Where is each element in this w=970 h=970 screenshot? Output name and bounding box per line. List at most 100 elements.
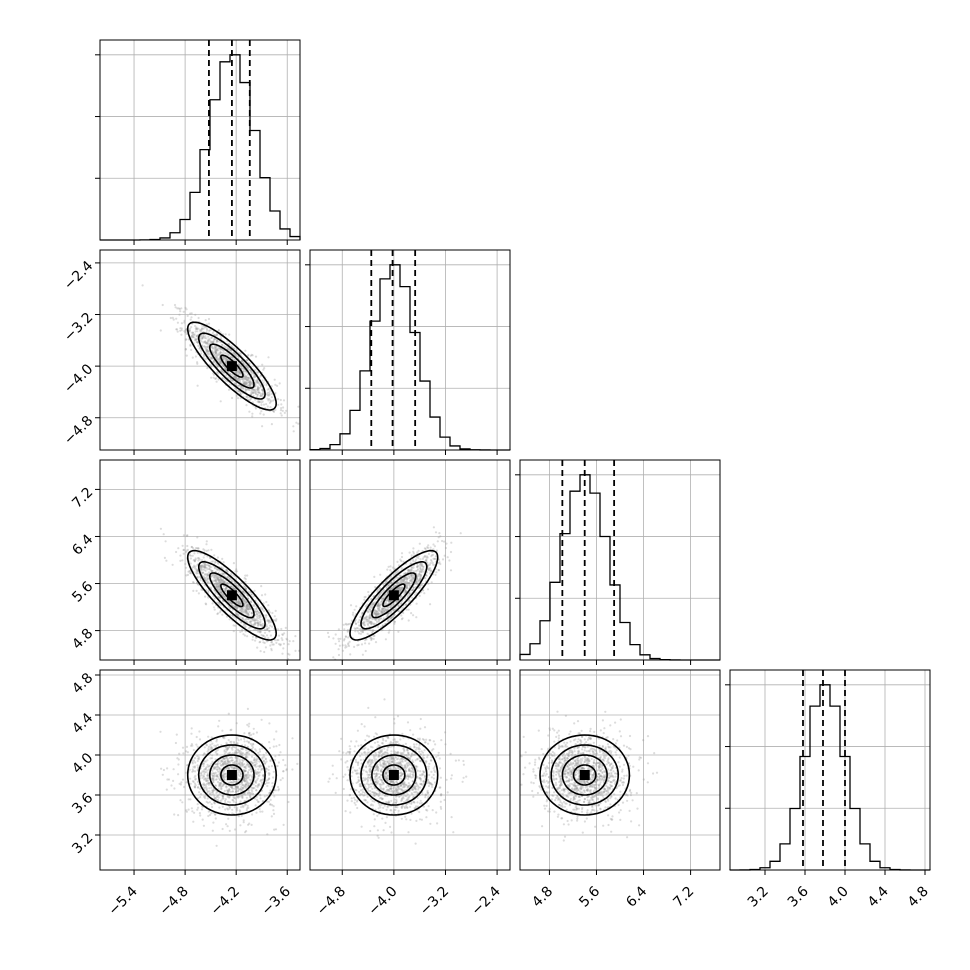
scatter-point xyxy=(208,787,211,790)
scatter-point xyxy=(242,377,246,380)
scatter-point xyxy=(247,608,250,611)
scatter-point xyxy=(351,613,354,616)
scatter-point xyxy=(416,576,419,580)
scatter-point xyxy=(234,570,237,573)
scatter-point xyxy=(256,630,259,633)
scatter-point xyxy=(376,604,379,607)
scatter-point xyxy=(245,610,248,613)
scatter-point xyxy=(208,793,211,796)
scatter-point xyxy=(179,559,182,563)
contour-level xyxy=(197,561,266,630)
scatter-point xyxy=(256,386,259,389)
scatter-point xyxy=(411,589,415,592)
scatter-point xyxy=(418,586,421,589)
scatter-point xyxy=(221,797,224,800)
scatter-point xyxy=(419,574,422,577)
scatter-point xyxy=(201,571,204,574)
scatter-point xyxy=(202,775,205,778)
scatter-point xyxy=(216,794,219,798)
scatter-point xyxy=(244,389,247,392)
scatter-point xyxy=(248,607,251,610)
scatter-point xyxy=(256,610,259,613)
scatter-point xyxy=(218,767,221,770)
scatter-point xyxy=(203,783,206,786)
scatter-point xyxy=(408,582,411,585)
scatter-point xyxy=(277,785,280,789)
scatter-point xyxy=(246,783,249,787)
scatter-point xyxy=(258,764,261,768)
scatter-point xyxy=(224,346,227,349)
scatter-point xyxy=(311,637,313,639)
scatter-point xyxy=(380,610,383,614)
scatter-point xyxy=(245,365,248,368)
scatter-point xyxy=(213,348,216,351)
scatter-point xyxy=(236,795,239,799)
scatter-point xyxy=(277,634,281,637)
scatter-point xyxy=(228,781,231,784)
scatter-point xyxy=(219,351,222,355)
scatter-point xyxy=(256,391,259,394)
scatter-point xyxy=(255,789,258,792)
scatter-point xyxy=(184,331,187,334)
scatter-point xyxy=(250,391,253,394)
scatter-point xyxy=(202,566,205,569)
scatter-point xyxy=(196,384,199,387)
scatter-point xyxy=(200,564,203,568)
scatter-point xyxy=(413,575,416,578)
scatter-point xyxy=(274,391,277,395)
scatter-point xyxy=(237,363,241,366)
scatter-point xyxy=(374,598,377,601)
scatter-point xyxy=(370,623,373,626)
scatter-point xyxy=(230,585,233,588)
scatter-point xyxy=(179,327,182,330)
scatter-point xyxy=(427,567,430,570)
panel-0-0 xyxy=(95,39,301,245)
scatter-point xyxy=(243,769,246,773)
scatter-point xyxy=(217,595,220,598)
scatter-point xyxy=(368,617,371,620)
scatter-point xyxy=(372,629,375,632)
scatter-point xyxy=(334,633,337,636)
scatter-point xyxy=(406,582,409,585)
scatter-point xyxy=(234,371,237,374)
scatter-point xyxy=(373,612,376,615)
scatter-point xyxy=(249,379,252,382)
scatter-point xyxy=(248,362,251,365)
scatter-point xyxy=(370,607,374,610)
scatter-point xyxy=(381,590,384,593)
scatter-point xyxy=(265,782,268,785)
scatter-point xyxy=(202,754,205,757)
scatter-point xyxy=(399,589,402,592)
scatter-point xyxy=(238,751,241,754)
scatter-point xyxy=(250,767,253,771)
scatter-point xyxy=(245,404,248,407)
scatter-point xyxy=(429,546,432,549)
scatter-point xyxy=(214,592,217,595)
scatter-point xyxy=(239,372,242,375)
scatter-point xyxy=(238,373,241,376)
scatter-point xyxy=(400,586,403,590)
scatter-point xyxy=(248,610,251,614)
scatter-point xyxy=(218,773,221,776)
scatter-point xyxy=(371,631,374,634)
scatter-point xyxy=(245,601,248,605)
scatter-point xyxy=(244,587,248,590)
scatter-point xyxy=(232,604,235,608)
scatter-point xyxy=(211,570,214,573)
scatter-point xyxy=(242,606,245,609)
scatter-point xyxy=(226,748,229,751)
scatter-point xyxy=(240,610,243,613)
scatter-point xyxy=(380,591,383,594)
scatter-point xyxy=(250,392,253,395)
scatter-point xyxy=(202,334,205,337)
scatter-point xyxy=(237,778,240,781)
scatter-point xyxy=(246,365,249,368)
scatter-point xyxy=(431,561,434,565)
scatter-point xyxy=(199,814,202,817)
scatter-point xyxy=(418,570,421,573)
scatter-point xyxy=(255,610,258,613)
scatter-point xyxy=(371,618,374,621)
scatter-point xyxy=(217,346,220,350)
histogram-0 xyxy=(100,54,301,241)
scatter-point xyxy=(225,587,228,590)
